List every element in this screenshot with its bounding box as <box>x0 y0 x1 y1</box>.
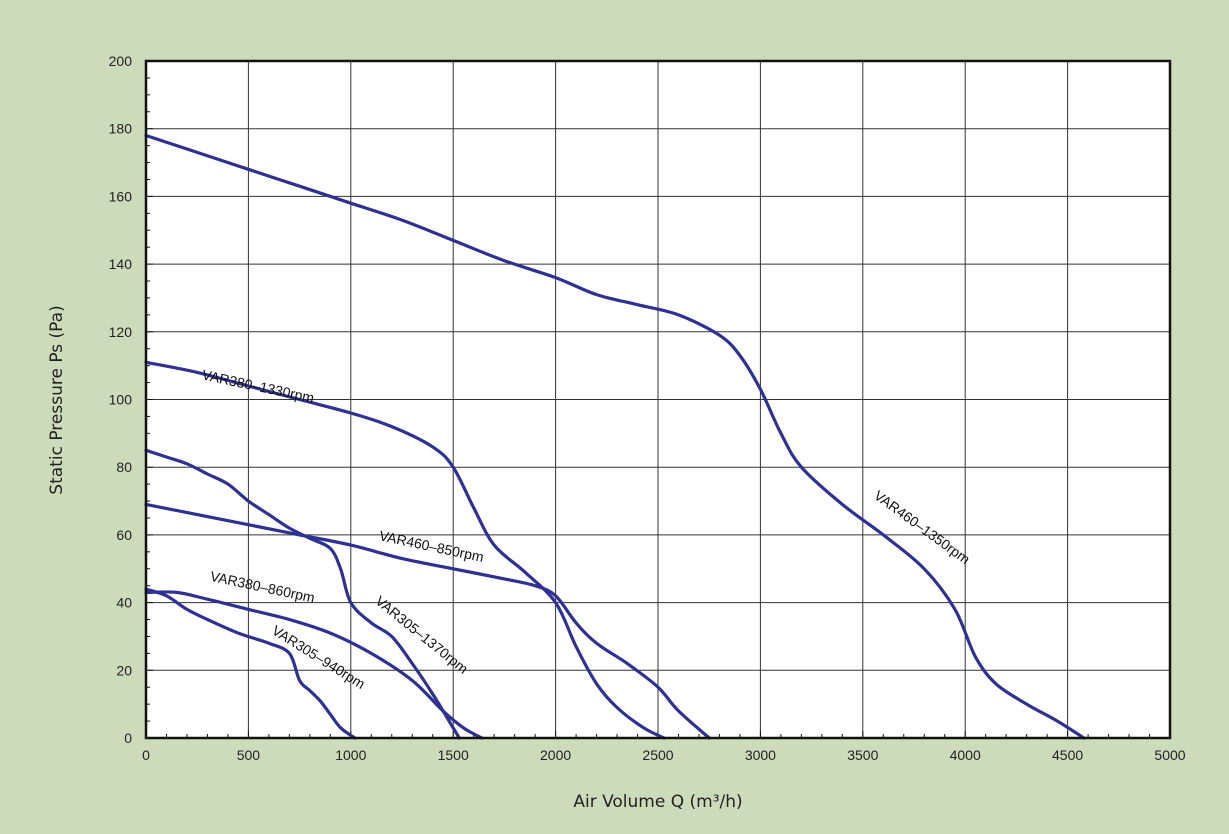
x-tick-label: 2500 <box>642 747 673 763</box>
y-tick-label: 80 <box>116 459 132 475</box>
series-line-5 <box>144 587 357 740</box>
x-tick-label: 4000 <box>950 747 981 763</box>
y-tick-label: 40 <box>116 595 132 611</box>
y-tick-label: 140 <box>109 256 133 272</box>
x-tick-label: 500 <box>237 747 261 763</box>
y-tick-labels: 0 20 40 60 80 100 120 140 160 180 200 <box>109 53 133 746</box>
x-tick-label: 1500 <box>438 747 469 763</box>
series-line-4 <box>144 590 484 740</box>
y-axis-title: Static Pressure Ps (Pa) <box>47 305 67 494</box>
series-line-2 <box>144 502 711 740</box>
x-tick-label: 3000 <box>745 747 776 763</box>
y-tick-label: 180 <box>109 121 133 137</box>
y-tick-label: 20 <box>116 662 132 678</box>
x-tick-label: 2000 <box>540 747 571 763</box>
x-axis-title: Air Volume Q (m³/h) <box>573 792 742 812</box>
curves <box>144 133 1086 740</box>
plot-border <box>144 59 1172 740</box>
y-tick-label: 100 <box>109 392 133 408</box>
series-line-1 <box>144 360 666 740</box>
y-tick-label: 160 <box>109 188 133 204</box>
series-line-0 <box>144 133 1086 740</box>
y-tick-label: 60 <box>116 527 132 543</box>
x-tick-label: 5000 <box>1154 747 1185 763</box>
x-tick-label: 4500 <box>1052 747 1083 763</box>
x-tick-label: 0 <box>142 747 150 763</box>
series-line-3 <box>144 448 461 740</box>
y-tick-label: 0 <box>124 730 132 746</box>
x-tick-labels: 0 500 1000 1500 2000 2500 3000 3500 4000 4500 5000 <box>142 747 1186 763</box>
x-tick-label: 1000 <box>335 747 366 763</box>
x-tick-label: 3500 <box>847 747 878 763</box>
y-tick-label: 120 <box>109 324 133 340</box>
y-tick-label: 200 <box>109 53 133 69</box>
